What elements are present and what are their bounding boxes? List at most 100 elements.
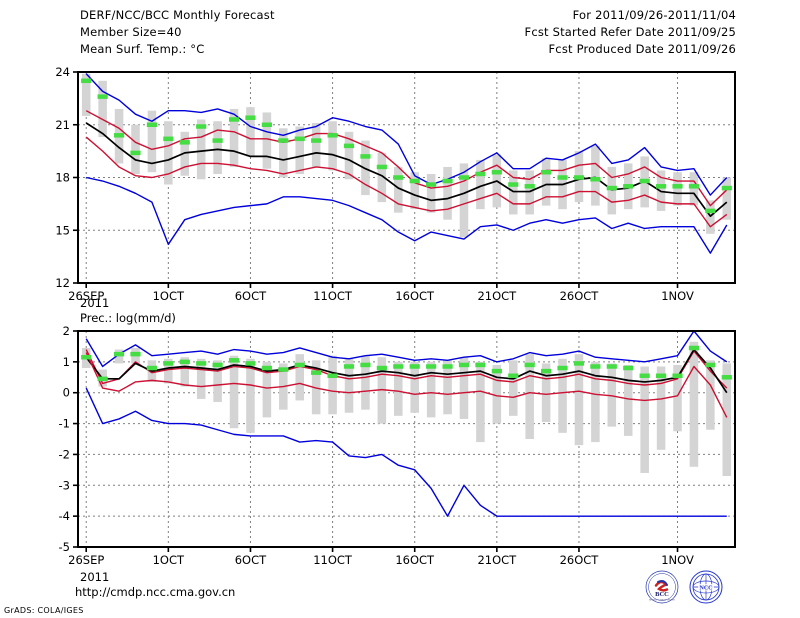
ensemble-spread-box: [229, 355, 239, 429]
x-tick-label: 1NOV: [661, 553, 694, 567]
quartile-line: [85, 352, 728, 418]
ensemble-spread-box: [131, 124, 140, 174]
ensemble-spread-box: [410, 361, 419, 413]
ensemble-spread-box: [328, 121, 337, 171]
logo-group: BCC BEIJING CLIMATE CENTER NCC: [645, 570, 735, 604]
y-tick-label: -5: [59, 540, 70, 554]
ensemble-spread-box: [722, 177, 732, 220]
ensemble-spread-box: [508, 170, 518, 215]
top-chart-year-label: 2011: [80, 296, 110, 310]
y-tick-label: 24: [55, 65, 70, 79]
x-tick-label: 1OCT: [153, 553, 185, 567]
ensemble-spread-box: [525, 354, 534, 439]
x-tick-label: 21OCT: [477, 289, 517, 303]
ensemble-spread-box: [262, 361, 272, 418]
y-tick-label: -2: [59, 447, 70, 461]
ensemble-spread-box: [81, 73, 91, 116]
y-tick-label: -1: [59, 417, 70, 431]
bottom-chart-year-label: 2011: [80, 570, 110, 584]
ensemble-spread-box: [180, 357, 190, 387]
ensemble-spread-box: [476, 159, 485, 210]
y-tick-label: 21: [55, 118, 70, 132]
x-tick-label: 11OCT: [313, 553, 353, 567]
mean-line: [85, 122, 728, 218]
x-tick-label: 26SEP: [68, 289, 104, 303]
ensemble-spread-box: [706, 360, 715, 430]
ensemble-spread-box: [689, 341, 699, 467]
y-tick-label: -3: [59, 478, 70, 492]
x-tick-label: 6OCT: [235, 289, 267, 303]
footer-url[interactable]: http://cmdp.ncc.cma.gov.cn: [75, 585, 236, 599]
ensemble-spread-box: [558, 358, 567, 433]
x-tick-label: 1NOV: [661, 289, 694, 303]
ensemble-spread-box: [673, 364, 682, 432]
ensemble-spread-box: [689, 172, 699, 206]
quartile-line: [85, 349, 728, 389]
ensemble-spread-box: [328, 355, 337, 415]
header-started-date: Fcst Started Refer Date 2011/09/25: [524, 25, 736, 39]
ensemble-spread-box: [377, 357, 387, 424]
bcc-logo-icon: BCC BEIJING CLIMATE CENTER: [645, 570, 679, 604]
ensemble-spread-box: [196, 119, 206, 180]
ensemble-spread-box: [426, 361, 436, 418]
ncc-logo-icon: NCC: [689, 570, 723, 604]
quartile-line: [85, 136, 728, 228]
envelope-line: [85, 73, 728, 196]
ensemble-spread-box: [574, 354, 584, 446]
x-tick-label: 1OCT: [153, 289, 185, 303]
y-tick-label: 2: [63, 324, 70, 338]
header-produced-date: Fcst Produced Date 2011/09/26: [548, 42, 736, 56]
ensemble-spread-box: [426, 173, 436, 213]
plot-frame: [77, 330, 736, 548]
ensemble-spread-box: [213, 121, 222, 174]
ensemble-spread-box: [591, 145, 600, 206]
svg-text:NCC: NCC: [700, 586, 713, 592]
ensemble-spread-box: [344, 131, 354, 180]
plot-frame: [77, 71, 736, 284]
precipitation-chart: -5 -4 -3 -2 -1 0 1 2 26SEP 1OCT 6OCT 11OCT 16OCT 21OC…: [59, 324, 736, 567]
y-tick-label: 0: [63, 386, 70, 400]
ensemble-spread-box: [311, 122, 321, 167]
x-tick-label: 16OCT: [395, 289, 435, 303]
header-member-size: Member Size=40: [80, 25, 182, 39]
ensemble-spread-box: [722, 363, 732, 477]
ensemble-spread-box: [295, 126, 305, 174]
ensemble-spread-box: [164, 121, 173, 185]
ensemble-spread-box: [508, 360, 518, 416]
ensemble-spread-box: [394, 166, 403, 213]
x-tick-label: 26SEP: [68, 553, 104, 567]
svg-text:BEIJING CLIMATE CENTER: BEIJING CLIMATE CENTER: [649, 599, 675, 602]
ensemble-spread-box: [623, 364, 633, 436]
ensemble-spread-box: [459, 163, 469, 238]
x-tick-label: 16OCT: [395, 553, 435, 567]
ensemble-spread-box: [361, 355, 370, 410]
ensemble-spread-box: [114, 349, 124, 364]
ensemble-spread-box: [213, 360, 222, 402]
ensemble-spread-box: [706, 200, 715, 234]
ensemble-spread-box: [377, 152, 387, 203]
ensemble-spread-box: [410, 172, 419, 210]
y-tick-label: 15: [55, 223, 70, 237]
ensemble-spread-box: [295, 354, 305, 401]
ensemble-spread-box: [311, 360, 321, 415]
ensemble-spread-box: [492, 364, 502, 424]
mean-line: [85, 348, 728, 394]
ensemble-spread-box: [673, 172, 682, 206]
ensemble-spread-box: [279, 128, 288, 178]
ensemble-spread-box: [246, 107, 255, 157]
x-tick-label: 26OCT: [560, 289, 600, 303]
svg-text:BCC: BCC: [655, 591, 669, 598]
y-tick-label: -4: [59, 509, 70, 523]
ensemble-spread-box: [640, 366, 649, 473]
quartile-line: [85, 110, 728, 207]
ensemble-spread-box: [443, 166, 452, 220]
ensemble-spread-box: [541, 158, 551, 206]
ensemble-spread-box: [344, 358, 354, 413]
ensemble-spread-box: [443, 360, 452, 415]
ensemble-spread-box: [541, 363, 551, 423]
ensemble-spread-box: [229, 108, 239, 167]
envelope-line: [85, 387, 727, 517]
ensemble-spread-box: [476, 361, 485, 443]
